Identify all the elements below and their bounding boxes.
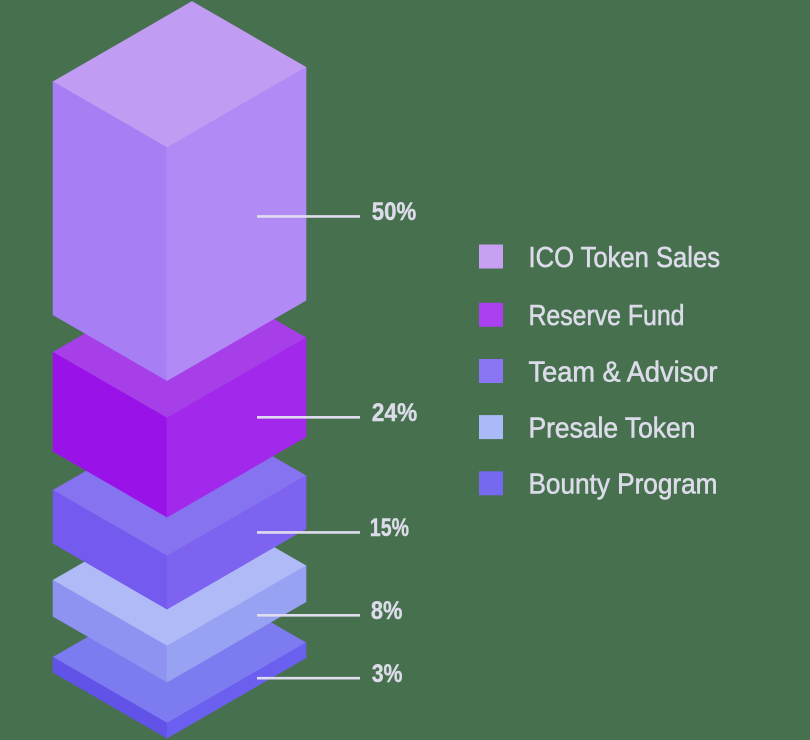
svg-text:Bounty Program: Bounty Program bbox=[529, 469, 718, 501]
svg-text:Team & Advisor: Team & Advisor bbox=[529, 356, 718, 388]
svg-text:Presale Token: Presale Token bbox=[529, 413, 696, 445]
svg-text:3%: 3% bbox=[372, 660, 403, 688]
svg-text:8%: 8% bbox=[371, 597, 403, 625]
svg-text:24%: 24% bbox=[372, 399, 418, 427]
svg-text:ICO Token Sales: ICO Token Sales bbox=[529, 242, 721, 274]
svg-text:Reserve Fund: Reserve Fund bbox=[529, 300, 685, 332]
svg-text:50%: 50% bbox=[372, 198, 417, 226]
svg-text:15%: 15% bbox=[370, 514, 409, 542]
